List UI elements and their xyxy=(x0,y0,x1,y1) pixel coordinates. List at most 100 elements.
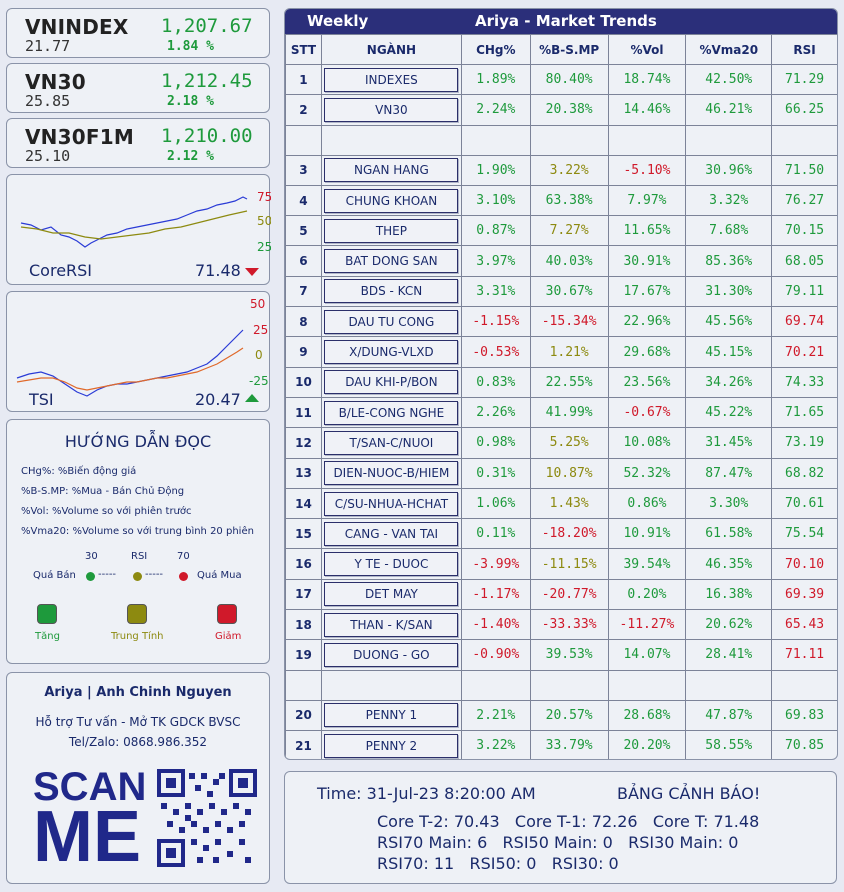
empty-cell xyxy=(460,669,531,701)
rsi-mid-label: RSI xyxy=(131,551,148,562)
volume-cell: 14.07% xyxy=(607,639,687,671)
change-cell: -1.17% xyxy=(460,578,531,611)
tsi-chart-panel: 50 25 0 -25 TSI 20.47 xyxy=(6,291,270,412)
neutral-legend-icon xyxy=(127,604,147,624)
author-name: Ariya | Anh Chinh Nguyen xyxy=(44,685,232,700)
index-name: VN30 xyxy=(25,70,86,94)
table-body: 1 INDEXES 1.89% 80.40% 18.74% 42.50% 71.29 2 VN3… xyxy=(285,63,837,759)
buy-sell-cell: 63.38% xyxy=(529,184,609,217)
volume-cell: -11.27% xyxy=(607,609,687,641)
sector-button[interactable]: BAT DONG SAN xyxy=(324,249,459,274)
sector-button[interactable]: BDS - KCN xyxy=(324,279,459,304)
volume-cell: 22.96% xyxy=(607,306,687,338)
change-cell: 0.83% xyxy=(460,366,531,398)
change-cell: 3.31% xyxy=(460,275,531,308)
volume-cell: -5.10% xyxy=(607,154,687,186)
sector-button[interactable]: VN30 xyxy=(324,97,459,122)
row-number: 12 xyxy=(285,427,322,459)
index-price: 1,212.45 xyxy=(161,70,253,92)
rsi-cell: 69.83 xyxy=(771,699,837,731)
buy-sell-cell: 1.21% xyxy=(529,336,609,368)
row-number: 3 xyxy=(285,154,322,186)
change-cell: 3.97% xyxy=(460,245,531,277)
trend-down-icon xyxy=(245,268,259,276)
volume-cell: 0.20% xyxy=(607,578,687,611)
sector-button[interactable]: PENNY 2 xyxy=(324,733,459,758)
change-cell: 2.24% xyxy=(460,94,531,126)
table-row: 12 T/SAN-C/NUOI 0.98% 5.25% 10.08% 31.45% 73.1… xyxy=(285,427,837,459)
overbought-label: Quá Mua xyxy=(197,570,242,581)
volume-cell: 10.91% xyxy=(607,518,687,550)
change-cell: -0.90% xyxy=(460,639,531,671)
change-cell: 1.06% xyxy=(460,487,531,520)
service-line: Hỗ trợ Tư vấn - Mở TK GDCK BVSC xyxy=(35,715,241,729)
volume-cell: 20.20% xyxy=(607,729,687,759)
vma20-cell: 61.58% xyxy=(685,518,773,550)
volume-cell: 18.74% xyxy=(607,63,687,96)
neutral-dot-icon xyxy=(133,572,142,581)
row-number: 19 xyxy=(285,639,322,671)
sector-cell: INDEXES xyxy=(320,63,462,96)
sector-button[interactable]: T/SAN-C/NUOI xyxy=(324,430,459,455)
row-number: 21 xyxy=(285,729,322,759)
sector-button[interactable]: PENNY 1 xyxy=(324,703,459,728)
vma20-cell: 7.68% xyxy=(685,215,773,247)
row-number: 8 xyxy=(285,306,322,338)
row-number: 11 xyxy=(285,396,322,429)
vma20-cell: 31.30% xyxy=(685,275,773,308)
rsi-cell: 68.82 xyxy=(771,457,837,489)
sector-button[interactable]: THEP xyxy=(324,218,459,243)
vma20-cell: 16.38% xyxy=(685,578,773,611)
rsi-cell: 76.27 xyxy=(771,184,837,217)
sector-cell: C/SU-NHUA-HCHAT xyxy=(320,487,462,520)
vma20-cell: 42.50% xyxy=(685,63,773,96)
scale-dashes: ----- xyxy=(98,569,117,580)
row-number: 20 xyxy=(285,699,322,731)
volume-cell: 7.97% xyxy=(607,184,687,217)
sector-button[interactable]: B/LE-CONG NGHE xyxy=(324,400,459,425)
sector-button[interactable]: DAU KHI-P/BON xyxy=(324,370,459,395)
change-cell: 0.87% xyxy=(460,215,531,247)
market-trends-table-panel: Weekly Ariya - Market Trends STT NGÀNH C… xyxy=(284,8,838,760)
volume-cell: 30.91% xyxy=(607,245,687,277)
rsi-cell: 74.33 xyxy=(771,366,837,398)
volume-cell: 17.67% xyxy=(607,275,687,308)
sector-button[interactable]: DAU TU CONG xyxy=(324,309,459,334)
buy-sell-cell: 1.43% xyxy=(529,487,609,520)
table-row: 6 BAT DONG SAN 3.97% 40.03% 30.91% 85.36% 68.0… xyxy=(285,245,837,277)
sector-cell: BDS - KCN xyxy=(320,275,462,308)
sector-button[interactable]: NGAN HANG xyxy=(324,158,459,183)
table-row: 17 DET MAY -1.17% -20.77% 0.20% 16.38% 69.39 xyxy=(285,578,837,611)
empty-cell xyxy=(320,669,462,701)
sector-button[interactable]: DIEN-NUOC-B/HIEM xyxy=(324,461,459,486)
row-number: 10 xyxy=(285,366,322,398)
chart-label: TSI xyxy=(29,390,54,409)
sector-button[interactable]: C/SU-NHUA-HCHAT xyxy=(324,491,459,516)
overbought-dot-icon xyxy=(179,572,188,581)
rsi-cell: 70.15 xyxy=(771,215,837,247)
index-price: 1,207.67 xyxy=(161,15,253,37)
index-percent: 2.18 % xyxy=(167,94,214,109)
change-cell: 1.89% xyxy=(460,63,531,96)
empty-cell xyxy=(607,124,687,156)
sector-cell: NGAN HANG xyxy=(320,154,462,186)
sector-button[interactable]: CANG - VAN TAI xyxy=(324,521,459,546)
sector-button[interactable]: THAN - K/SAN xyxy=(324,612,459,637)
sector-button[interactable]: Y TE - DUOC xyxy=(324,552,459,577)
vma20-cell: 31.45% xyxy=(685,427,773,459)
table-row: 2 VN30 2.24% 20.38% 14.46% 46.21% 66.25 xyxy=(285,94,837,126)
tick-label: 0 xyxy=(255,348,263,362)
sector-button[interactable]: CHUNG KHOAN xyxy=(324,188,459,213)
empty-cell xyxy=(460,124,531,156)
rsi-high-value: 70 xyxy=(177,551,190,562)
sector-button[interactable]: X/DUNG-VLXD xyxy=(324,340,459,365)
sector-button[interactable]: DUONG - GO xyxy=(324,642,459,667)
table-row: 8 DAU TU CONG -1.15% -15.34% 22.96% 45.56% 69.… xyxy=(285,306,837,338)
row-number: 14 xyxy=(285,487,322,520)
sector-button[interactable]: INDEXES xyxy=(324,67,459,92)
tick-label: 25 xyxy=(253,323,268,337)
empty-cell xyxy=(285,124,322,156)
empty-cell xyxy=(771,124,837,156)
sector-button[interactable]: DET MAY xyxy=(324,582,459,607)
buy-sell-cell: -11.15% xyxy=(529,548,609,580)
